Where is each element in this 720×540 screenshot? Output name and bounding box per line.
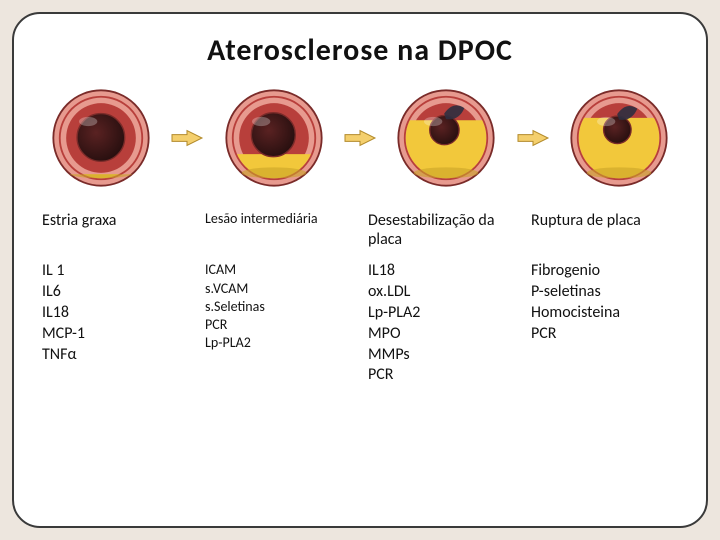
marker-item: IL 1 bbox=[42, 261, 189, 282]
marker-item: IL6 bbox=[42, 282, 189, 303]
marker-item: PCR bbox=[531, 324, 678, 345]
stage-label: Ruptura de placa bbox=[531, 211, 678, 249]
marker-item: TNFα bbox=[42, 345, 189, 366]
marker-item: P-seletinas bbox=[531, 282, 678, 303]
stage-labels-row: Estria graxa Lesão intermediária Desesta… bbox=[42, 211, 678, 249]
slide-frame: Aterosclerose na DPOC Estria graxa Lesão… bbox=[12, 12, 708, 528]
marker-item: IL18 bbox=[368, 261, 515, 282]
marker-item: ICAM bbox=[205, 261, 352, 279]
marker-item: Fibrogenio bbox=[531, 261, 678, 282]
marker-item: MMPs bbox=[368, 345, 515, 366]
page-title: Aterosclerose na DPOC bbox=[42, 32, 678, 69]
marker-item: MCP-1 bbox=[42, 324, 189, 345]
stage-label: Lesão intermediária bbox=[205, 211, 352, 249]
marker-item: s.Seletinas bbox=[205, 298, 352, 316]
marker-item: PCR bbox=[205, 316, 352, 334]
marker-item: Lp-PLA2 bbox=[205, 334, 352, 352]
stage-label: Desestabilização da placa bbox=[368, 211, 515, 249]
artery-row bbox=[42, 83, 678, 193]
marker-item: s.VCAM bbox=[205, 280, 352, 298]
artery-stage-0 bbox=[46, 83, 156, 193]
marker-item: Lp-PLA2 bbox=[368, 303, 515, 324]
markers-row: IL 1IL6IL18MCP-1TNFα ICAMs.VCAMs.Seletin… bbox=[42, 261, 678, 386]
artery-stage-2 bbox=[391, 83, 501, 193]
markers-list: IL18ox.LDLLp-PLA2MPOMMPsPCR bbox=[368, 261, 515, 386]
markers-list: FibrogenioP-seletinasHomocisteinaPCR bbox=[531, 261, 678, 386]
marker-item: Homocisteina bbox=[531, 303, 678, 324]
marker-item: ox.LDL bbox=[368, 282, 515, 303]
arrow-icon bbox=[170, 128, 204, 148]
arrow-icon bbox=[343, 128, 377, 148]
artery-stage-1 bbox=[219, 83, 329, 193]
stage-label: Estria graxa bbox=[42, 211, 189, 249]
markers-list: ICAMs.VCAMs.SeletinasPCRLp-PLA2 bbox=[205, 261, 352, 386]
marker-item: IL18 bbox=[42, 303, 189, 324]
arrow-icon bbox=[516, 128, 550, 148]
markers-list: IL 1IL6IL18MCP-1TNFα bbox=[42, 261, 189, 386]
marker-item: PCR bbox=[368, 365, 515, 386]
marker-item: MPO bbox=[368, 324, 515, 345]
artery-stage-3 bbox=[564, 83, 674, 193]
